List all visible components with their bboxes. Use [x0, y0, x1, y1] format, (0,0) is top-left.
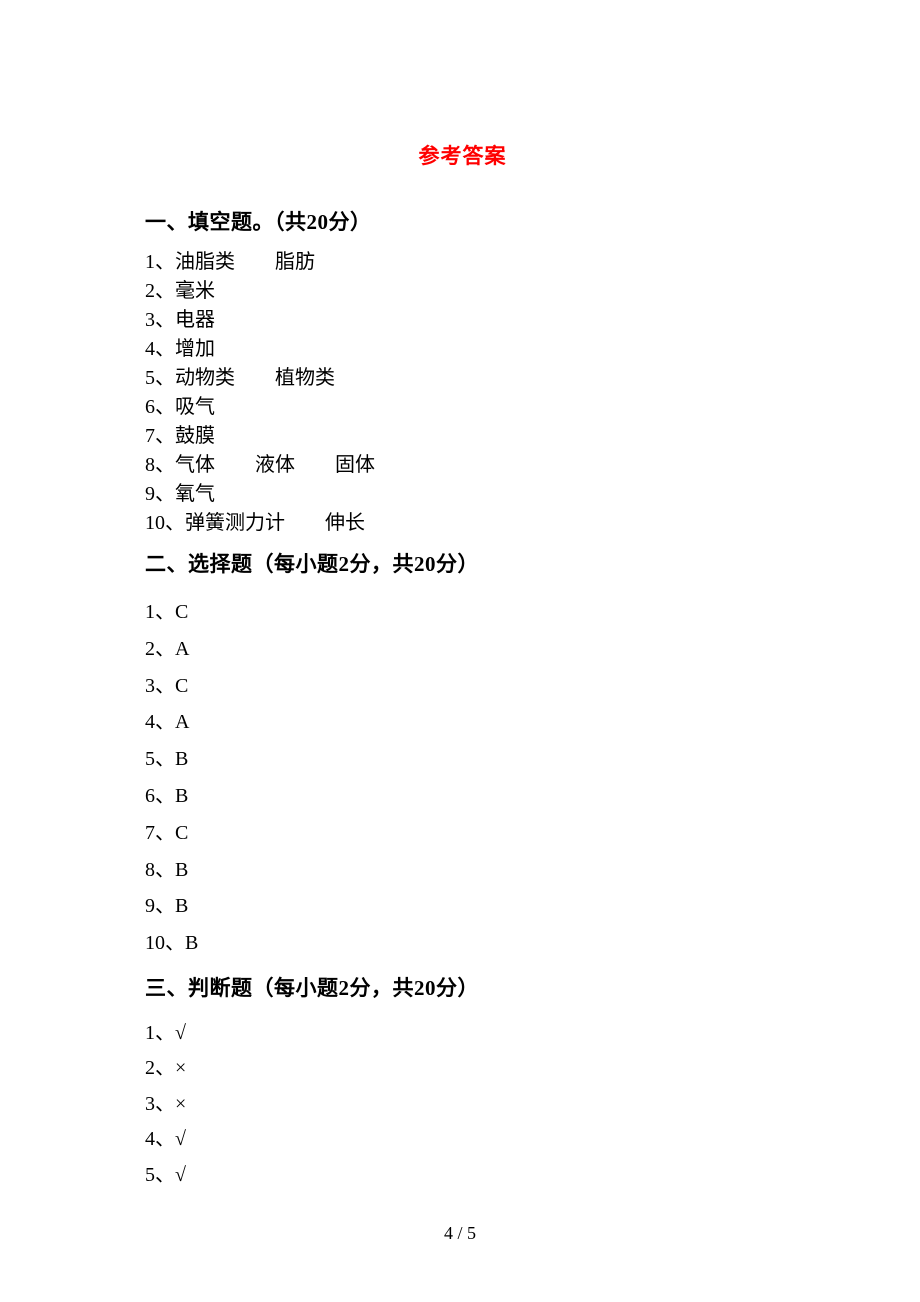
answer-item: 3、C: [145, 668, 780, 705]
answer-item: 3、×: [145, 1087, 780, 1122]
answer-item: 5、动物类 植物类: [145, 364, 780, 393]
answer-item: 8、气体 液体 固体: [145, 451, 780, 480]
answer-item: 9、B: [145, 888, 780, 925]
answer-item: 6、吸气: [145, 393, 780, 422]
answer-item: 7、C: [145, 815, 780, 852]
answer-item: 7、鼓膜: [145, 422, 780, 451]
section-2-heading: 二、选择题（每小题2分，共20分）: [145, 548, 780, 578]
answer-item: 1、油脂类 脂肪: [145, 248, 780, 277]
answer-item: 4、增加: [145, 335, 780, 364]
answer-item: 2、毫米: [145, 277, 780, 306]
document-title: 参考答案: [145, 140, 780, 170]
answer-item: 4、√: [145, 1122, 780, 1157]
page-number: 4 / 5: [0, 1223, 920, 1244]
answer-item: 2、×: [145, 1051, 780, 1086]
answer-item: 10、B: [145, 925, 780, 962]
section-1-heading: 一、填空题。（共20分）: [145, 206, 780, 236]
answer-item: 8、B: [145, 852, 780, 889]
section-3-heading: 三、判断题（每小题2分，共20分）: [145, 972, 780, 1002]
answer-item: 3、电器: [145, 306, 780, 335]
page-content: 参考答案 一、填空题。（共20分） 1、油脂类 脂肪 2、毫米 3、电器 4、增…: [0, 0, 920, 1193]
answer-item: 1、√: [145, 1016, 780, 1051]
answer-item: 1、C: [145, 594, 780, 631]
answer-item: 9、氧气: [145, 480, 780, 509]
answer-item: 4、A: [145, 704, 780, 741]
answer-item: 6、B: [145, 778, 780, 815]
answer-item: 5、√: [145, 1158, 780, 1193]
answer-item: 2、A: [145, 631, 780, 668]
answer-item: 5、B: [145, 741, 780, 778]
answer-item: 10、弹簧测力计 伸长: [145, 509, 780, 538]
